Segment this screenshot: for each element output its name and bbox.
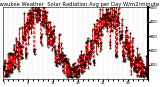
Title: Milwaukee Weather  Solar Radiation Avg per Day W/m2/minute: Milwaukee Weather Solar Radiation Avg pe… [0,2,159,7]
